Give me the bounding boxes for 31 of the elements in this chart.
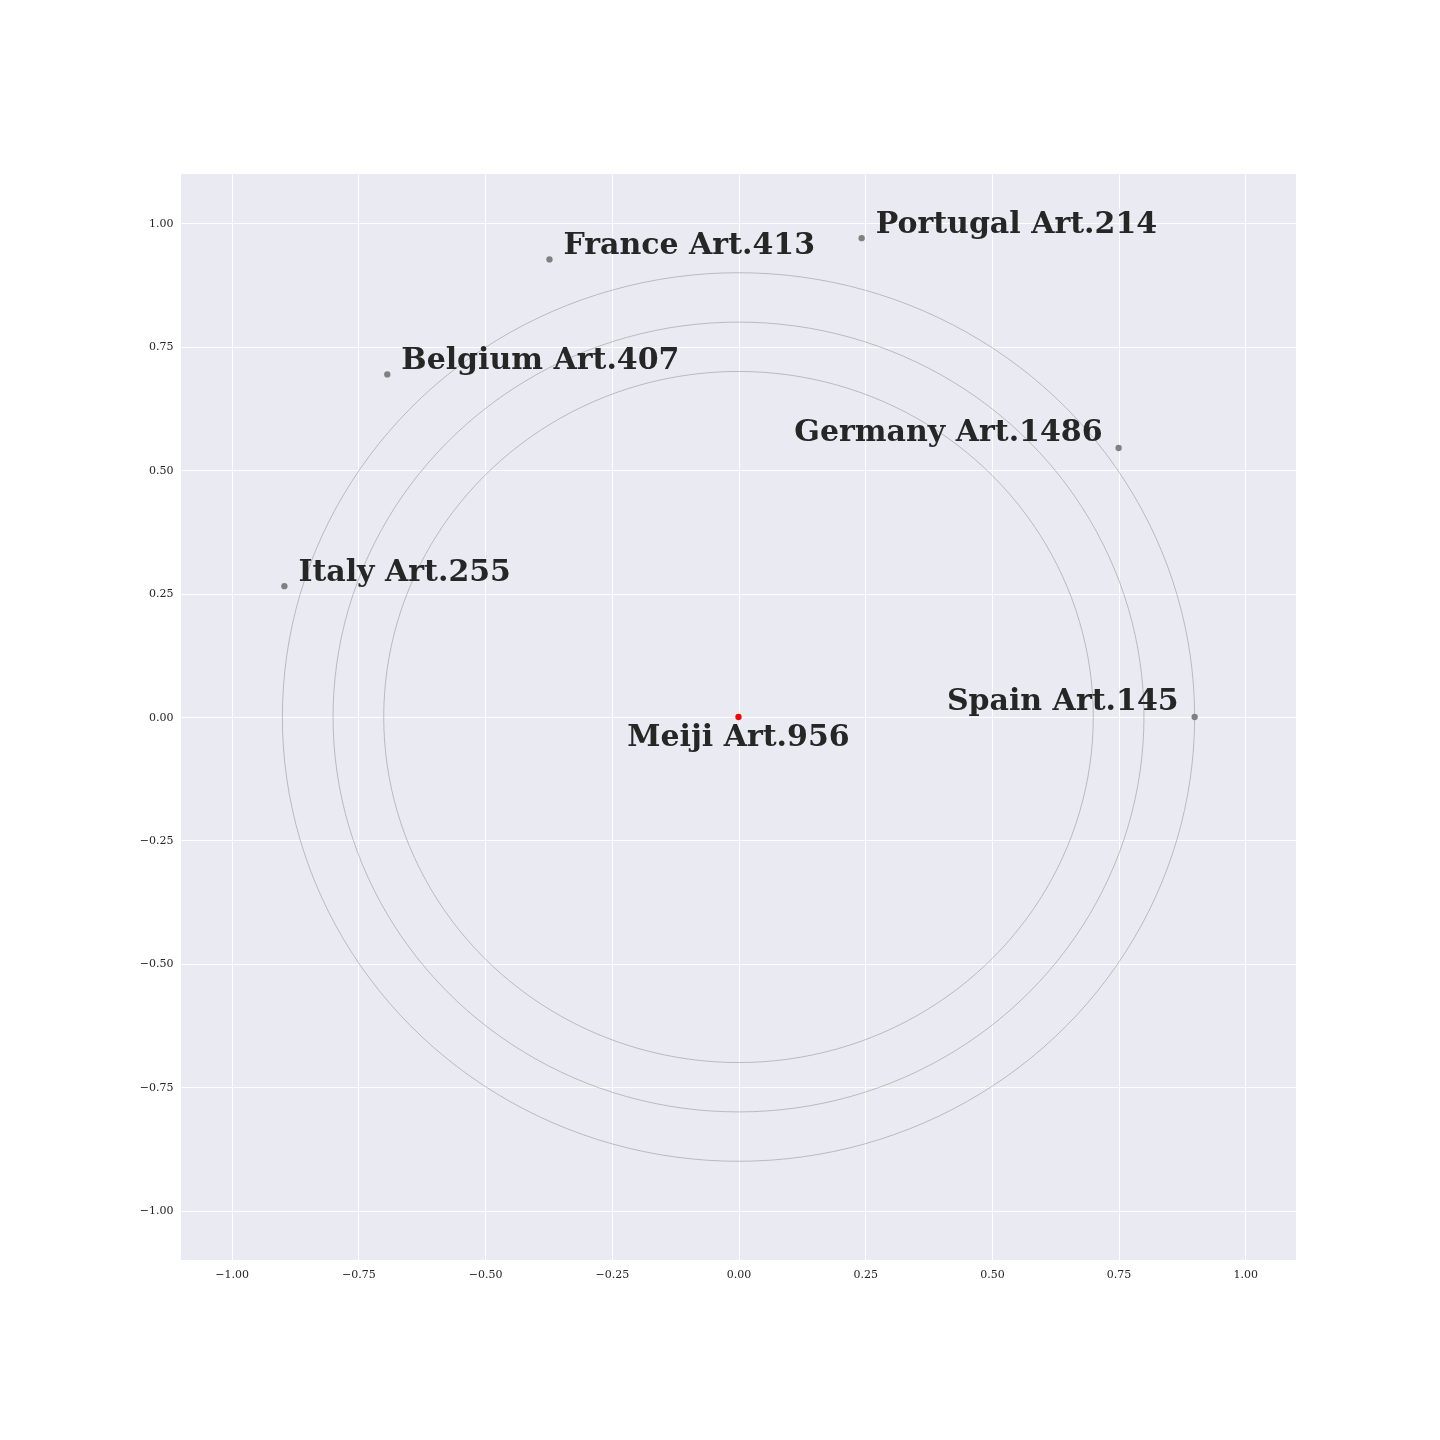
annotation: Portugal Art.214	[875, 205, 1158, 241]
y-tick-label: 0.00	[149, 710, 174, 724]
x-tick-label: 1.00	[1233, 1267, 1259, 1281]
annotation: France Art.413	[563, 226, 816, 262]
y-tick-label: −0.50	[139, 957, 174, 971]
point	[281, 583, 288, 590]
x-tick-label: −1.00	[215, 1267, 250, 1281]
annotation: Germany Art.1486	[794, 412, 1103, 448]
point	[546, 256, 553, 263]
x-tick-label: 0.50	[980, 1267, 1005, 1281]
y-tick-label: 0.75	[149, 340, 174, 354]
x-tick-label: 0.25	[853, 1267, 878, 1281]
x-tick-label: −0.75	[342, 1267, 376, 1281]
annotation: Spain Art.145	[946, 682, 1179, 717]
y-tick-label: 0.25	[149, 587, 174, 601]
x-tick-label: 0.75	[1106, 1267, 1132, 1281]
point	[384, 371, 391, 378]
y-tick-label: 0.50	[149, 463, 174, 477]
annotation: Meiji Art.956	[627, 718, 850, 753]
x-tick-label: −0.50	[468, 1267, 503, 1281]
point	[1115, 444, 1122, 452]
point	[858, 235, 865, 242]
y-tick-label: −1.00	[139, 1204, 174, 1218]
y-tick-label: −0.75	[139, 1080, 174, 1094]
x-tick-label: −0.25	[595, 1267, 630, 1281]
annotation: Belgium Art.407	[401, 341, 680, 377]
y-tick-label: 1.00	[149, 216, 174, 230]
point	[1191, 713, 1198, 721]
x-tick-label: 0.00	[726, 1267, 752, 1281]
annotation: Italy Art.255	[298, 553, 511, 589]
y-tick-label: −0.25	[139, 833, 174, 847]
